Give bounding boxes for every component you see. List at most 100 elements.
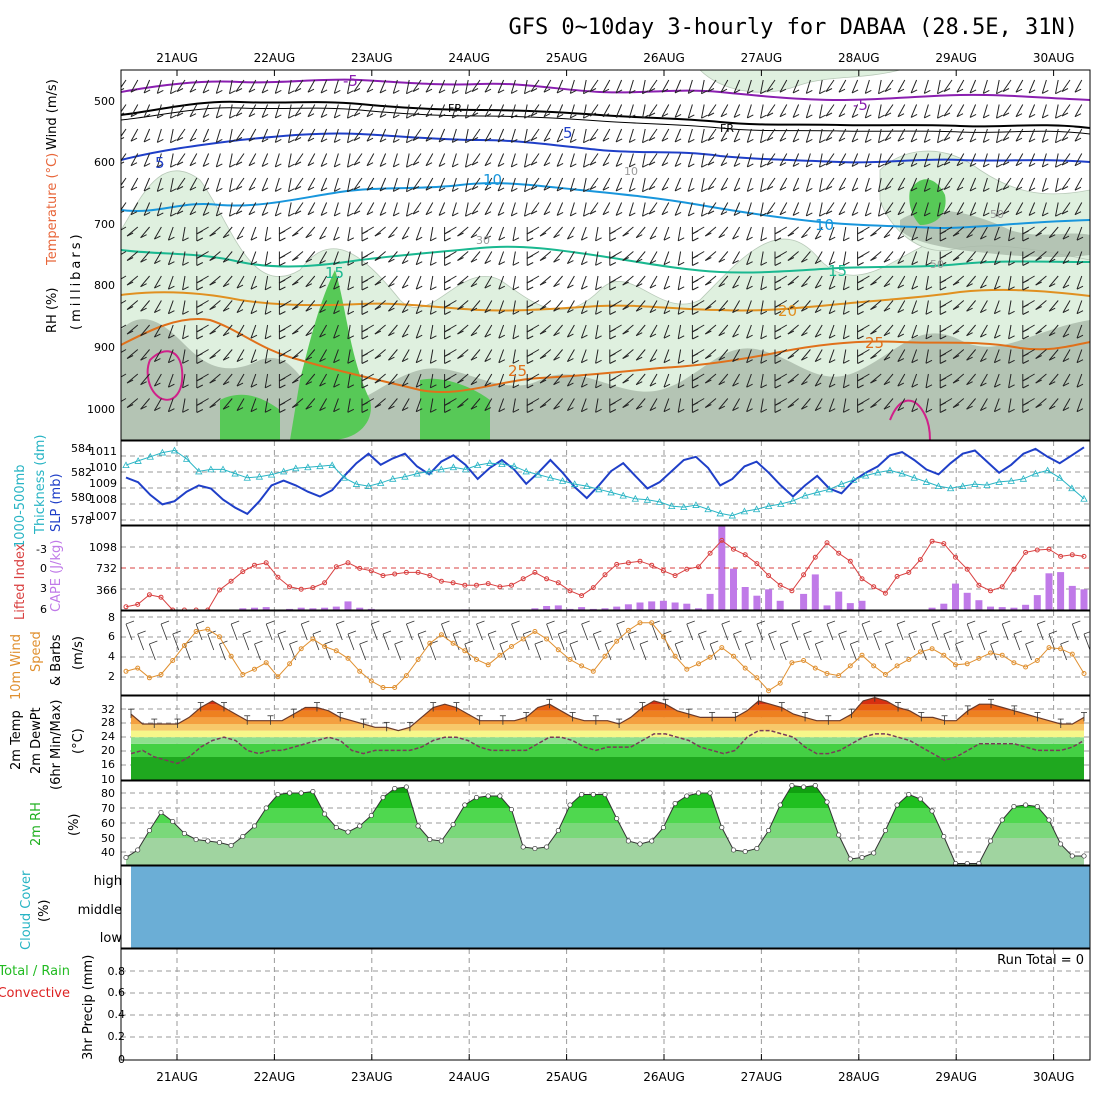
- rh2m-point: [637, 841, 643, 847]
- lifted-index-point: [894, 573, 900, 579]
- upper-wind-barb-flag: [1002, 161, 1010, 166]
- wind-speed-point: [906, 657, 912, 662]
- lifted-index-point: [847, 558, 853, 564]
- upper-wind-barb: [333, 349, 339, 363]
- thickness-point: [328, 461, 336, 469]
- wind-barb: [254, 643, 261, 661]
- upper-wind-barb: [622, 300, 634, 310]
- cape-bar: [765, 589, 773, 610]
- upper-wind-barb: [851, 177, 859, 192]
- upper-wind-barb: [294, 202, 304, 215]
- upper-wind-barb: [718, 398, 729, 410]
- upper-wind-barb-flag: [746, 383, 753, 388]
- rh2m-point: [380, 794, 386, 801]
- upper-wind-barb-flag: [865, 212, 872, 217]
- upper-wind-barb-flag: [1022, 360, 1030, 364]
- upper-wind-barb-flag: [760, 188, 767, 193]
- upper-wind-barb: [182, 398, 186, 413]
- upper-wind-barb: [687, 177, 693, 192]
- upper-wind-barb: [1055, 177, 1059, 192]
- label-wind: Wind (m/s): [45, 79, 60, 150]
- upper-wind-barb-flag: [294, 161, 302, 166]
- cape-bar: [1033, 595, 1041, 610]
- upper-wind-barb-flag: [649, 309, 657, 314]
- run-total: Run Total = 0: [997, 953, 1084, 968]
- upper-wind-barb: [366, 79, 375, 93]
- upper-wind-barb: [1035, 251, 1047, 261]
- cape-bar: [554, 605, 562, 610]
- rh-tick-80: 80: [101, 787, 115, 800]
- upper-wind-barb: [484, 300, 493, 313]
- thickness-point: [959, 482, 967, 490]
- upper-wind-barb: [937, 153, 941, 168]
- cape-bar: [823, 605, 831, 610]
- upper-wind-barb: [1048, 275, 1059, 288]
- upper-wind-barb-flag: [457, 355, 464, 359]
- cape-bar: [309, 608, 317, 610]
- upper-wind-barb-flag: [980, 260, 987, 265]
- upper-wind-barb-flag: [275, 163, 282, 168]
- lifted-index-point: [555, 580, 561, 586]
- upper-wind-barb: [497, 128, 505, 143]
- upper-wind-barb: [720, 153, 729, 166]
- upper-wind-barb: [842, 398, 847, 413]
- wind-barb-flag: [406, 620, 415, 625]
- upper-wind-barb-flag: [924, 212, 931, 217]
- upper-wind-barb-flag: [774, 353, 781, 357]
- upper-wind-barb-flag: [305, 283, 313, 288]
- upper-wind-barb: [305, 349, 316, 361]
- upper-wind-barb-flag: [674, 162, 682, 167]
- wind-speed-point: [509, 644, 514, 649]
- upper-wind-barb: [628, 104, 634, 119]
- upper-wind-barb-flag: [760, 212, 767, 217]
- upper-wind-barb: [512, 300, 516, 315]
- upper-wind-barb-flag: [361, 335, 369, 340]
- upper-wind-barb: [787, 275, 799, 286]
- wind-barb-flag: [160, 620, 170, 625]
- upper-wind-barb: [388, 251, 398, 263]
- upper-wind-barb-flag: [732, 382, 739, 387]
- upper-wind-barb: [143, 202, 151, 216]
- upper-wind-barb: [553, 226, 563, 239]
- upper-wind-barb-flag: [966, 307, 973, 312]
- upper-wind-barb-flag: [553, 405, 560, 410]
- contour-label-15: 15: [325, 264, 344, 282]
- temp-yticks: 32 28 24 20 16 10: [101, 703, 115, 786]
- wind-speed-point: [415, 657, 421, 662]
- upper-wind-barb-flag: [250, 334, 258, 339]
- wind-speed-point: [333, 648, 339, 654]
- upper-wind-barb: [952, 275, 965, 286]
- upper-wind-barb-flag: [484, 284, 492, 289]
- upper-wind-barb: [294, 128, 304, 141]
- upper-wind-barb-flag: [622, 232, 629, 237]
- upper-wind-barb-flag: [969, 113, 977, 118]
- lifted-index-point: [1011, 566, 1017, 572]
- upper-wind-barb: [222, 398, 233, 410]
- upper-wind-barb-flag: [983, 187, 990, 192]
- upper-wind-barb: [1076, 398, 1083, 412]
- lifted-index-point: [906, 569, 912, 575]
- upper-wind-barb-flag: [663, 236, 671, 241]
- upper-wind-barb-flag: [333, 285, 340, 290]
- upper-wind-barb: [943, 177, 953, 190]
- wind-barb: [557, 633, 565, 651]
- upper-wind-barb-flag: [1048, 381, 1056, 386]
- upper-wind-barb: [569, 153, 575, 168]
- rh2m-point: [322, 811, 328, 817]
- upper-wind-barb: [121, 373, 127, 378]
- upper-wind-barb-flag: [361, 353, 368, 357]
- upper-wind-barb: [130, 153, 139, 166]
- upper-wind-barb-flag: [649, 358, 657, 363]
- upper-wind-barb-flag: [1076, 334, 1084, 339]
- upper-wind-barb: [156, 202, 162, 217]
- upper-wind-barb-flag: [792, 211, 800, 216]
- lifted-index-point: [953, 554, 958, 560]
- upper-wind-barb: [704, 300, 717, 310]
- upper-wind-barb-flag: [910, 211, 918, 216]
- upper-wind-barb: [215, 202, 221, 217]
- upper-wind-barb-flag: [154, 309, 161, 314]
- label-2m-dewpt: 2m DewPt: [29, 707, 44, 774]
- upper-wind-barb-flag: [202, 187, 210, 192]
- upper-wind-barb-flag: [229, 188, 236, 193]
- ytick-1000: 1000: [87, 403, 115, 416]
